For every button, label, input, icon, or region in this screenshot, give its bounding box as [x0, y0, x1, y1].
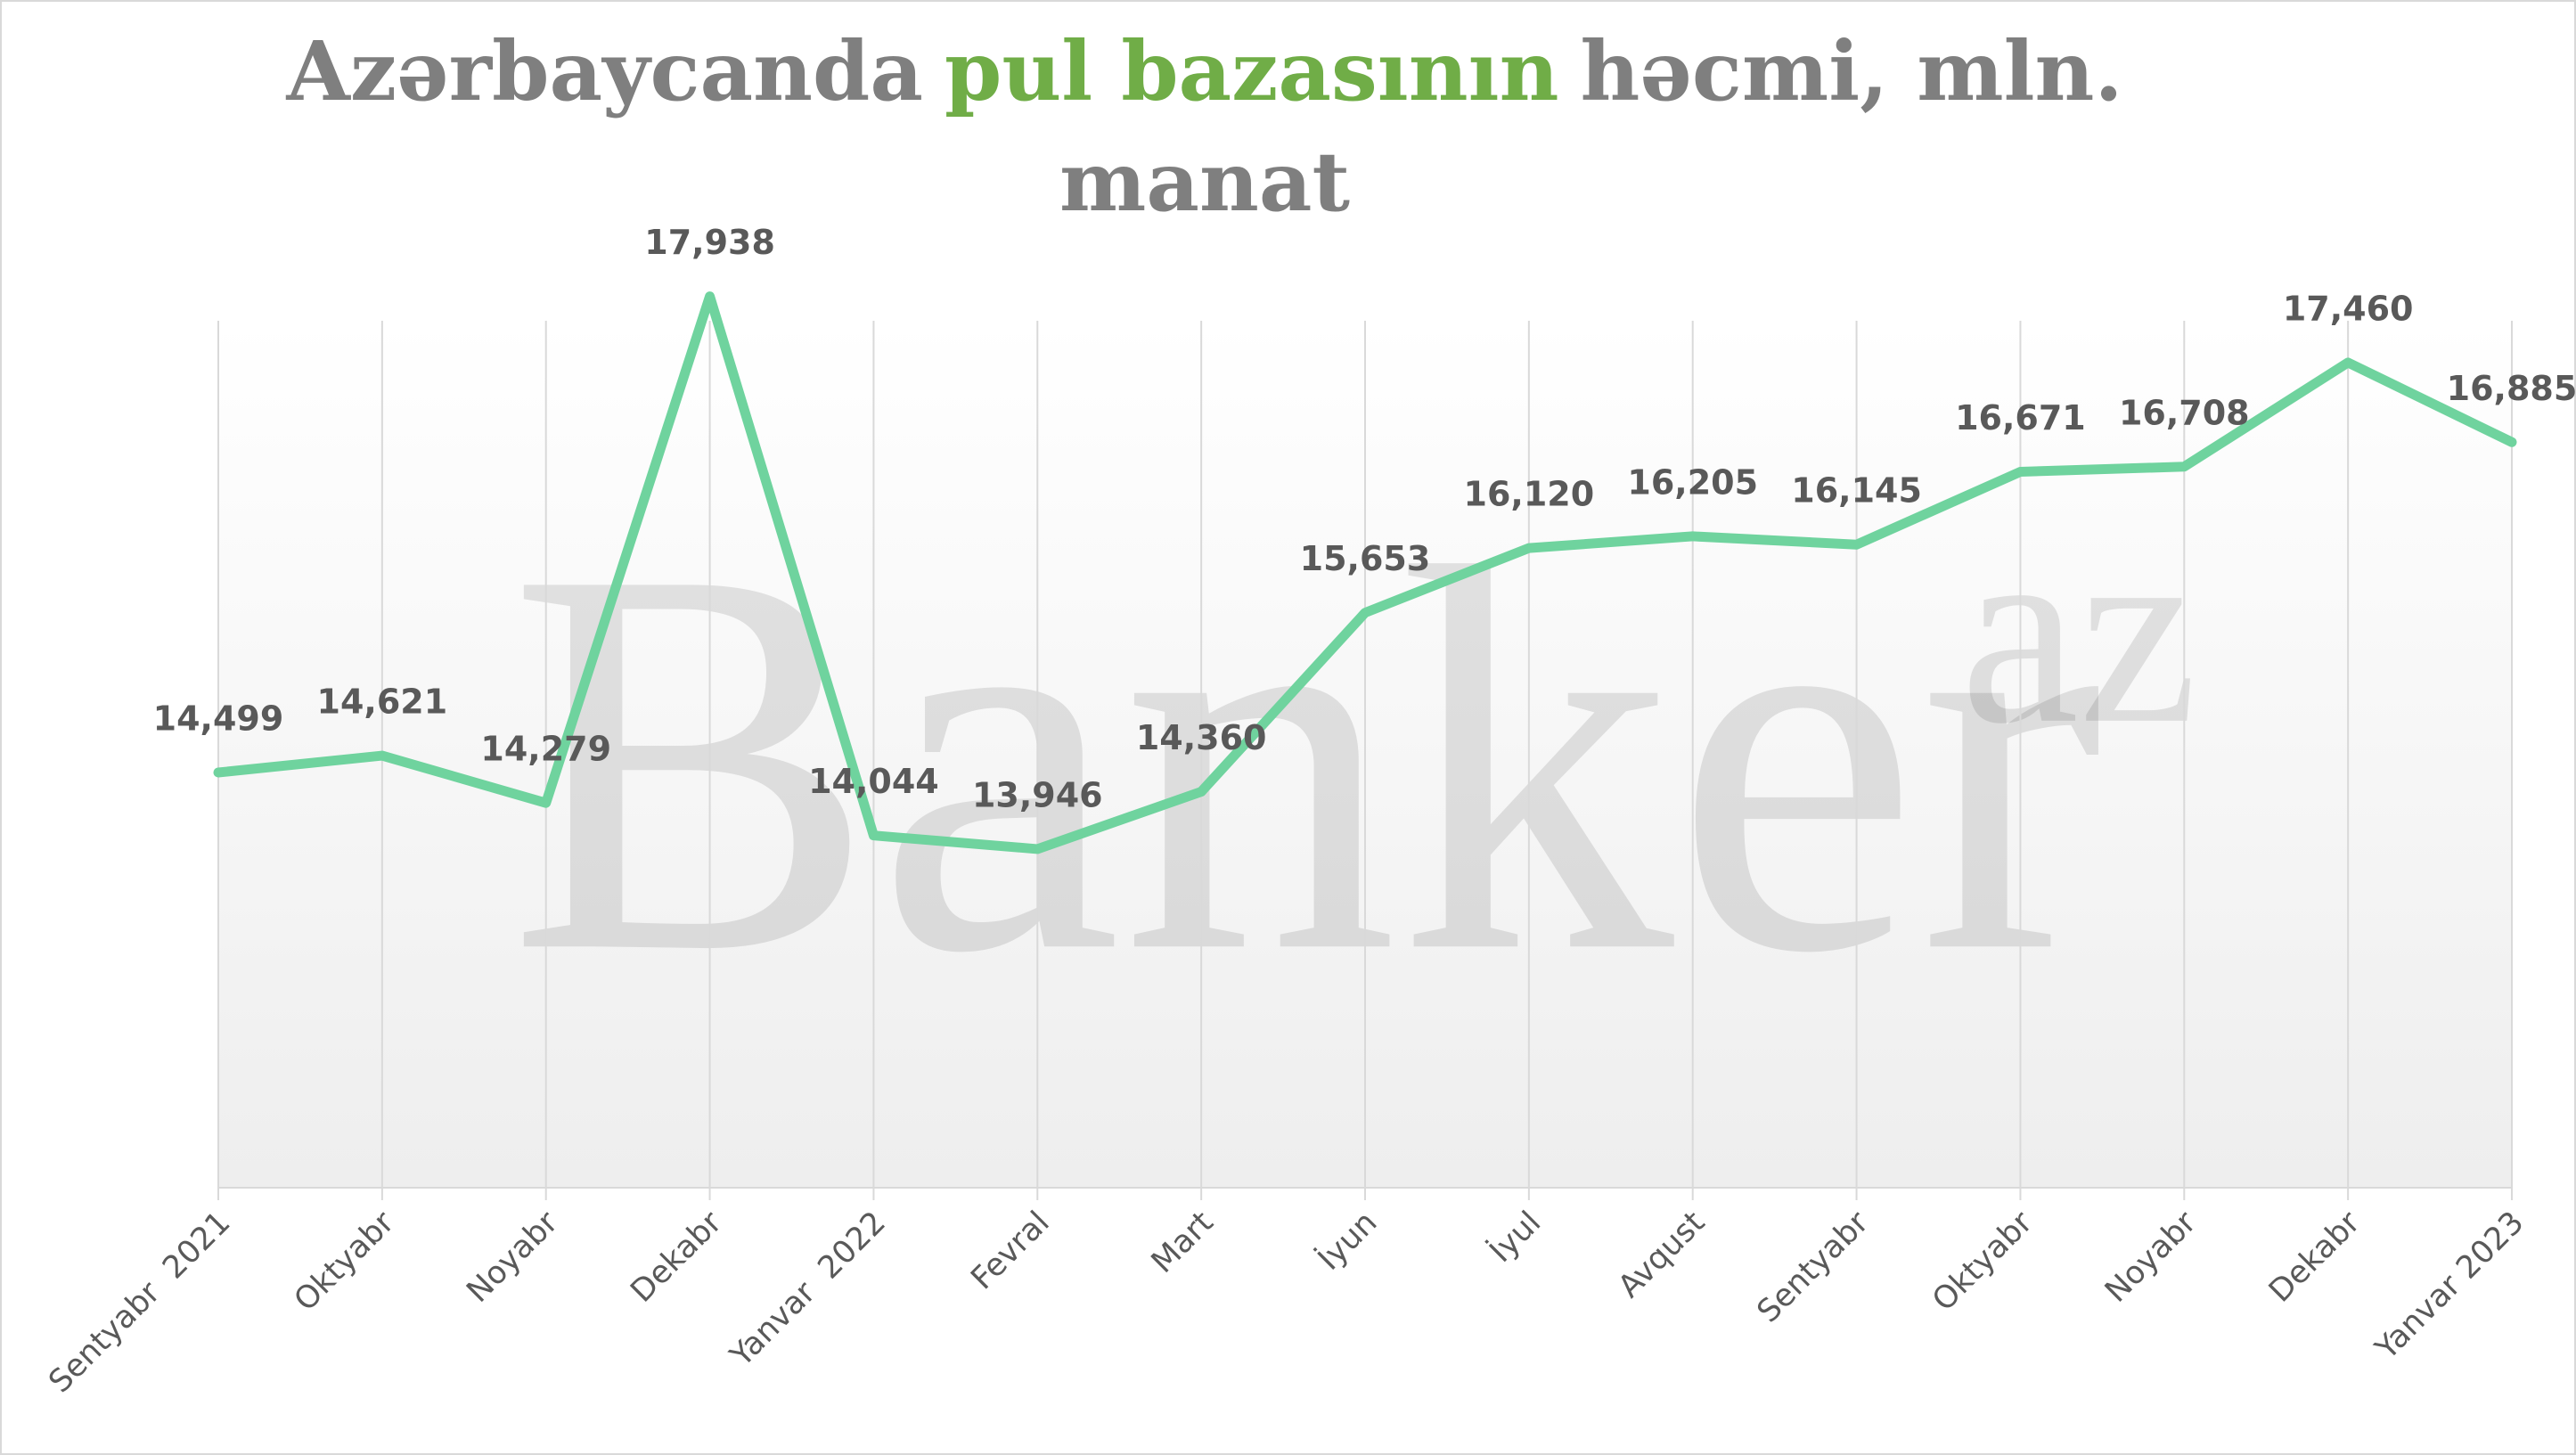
- x-tick-label: Sentyabr: [1751, 1205, 1877, 1330]
- data-label: 16,885: [2447, 369, 2576, 408]
- line: [213, 291, 2517, 854]
- x-tick-label: Fevral: [964, 1205, 1056, 1296]
- title-part: pul bazasının: [945, 23, 1559, 119]
- x-tick-label: İyun: [1310, 1204, 1384, 1278]
- x-tick-label: İyul: [1482, 1204, 1548, 1270]
- watermark: Banker: [508, 455, 2103, 1067]
- data-label: 16,205: [1627, 462, 1758, 502]
- data-label: 17,460: [2283, 289, 2414, 328]
- x-tick-label: Noyabr: [2098, 1205, 2204, 1310]
- x-tick-label: Noyabr: [461, 1205, 566, 1310]
- title-part: manat: [1059, 134, 1350, 230]
- x-tick-label: Dekabr: [624, 1205, 729, 1310]
- x-tick-label: Oktyabr: [1926, 1205, 2040, 1319]
- data-label: 14,499: [153, 699, 284, 739]
- data-label: 14,279: [480, 730, 611, 769]
- chart-title: Azərbaycanda pul bazasının həcmi, mln. mana…: [0, 16, 2409, 237]
- data-label: 14,621: [317, 683, 448, 722]
- data-label: 14,360: [1136, 718, 1267, 757]
- x-tick-label: Yanvar 2023: [2368, 1205, 2531, 1367]
- data-label: 17,938: [644, 223, 775, 262]
- x-tick-label: Yanvar 2022: [724, 1205, 893, 1374]
- x-tick-label: Oktyabr: [288, 1205, 402, 1319]
- x-tick-label: Dekabr: [2262, 1205, 2367, 1310]
- data-label: 16,708: [2119, 393, 2250, 432]
- data-label: 13,946: [972, 775, 1103, 814]
- x-tick-label: Sentyabr 2021: [42, 1205, 237, 1400]
- data-label: 14,044: [808, 762, 939, 801]
- title-part: həcmi, mln.: [1580, 23, 2123, 119]
- x-tick-label: Avqust: [1612, 1205, 1712, 1304]
- watermark-sup: az: [1960, 483, 2197, 779]
- data-label: 15,653: [1300, 539, 1431, 578]
- x-tick-label: Mart: [1145, 1205, 1221, 1280]
- data-label: 16,120: [1464, 475, 1595, 514]
- data-label: 16,671: [1955, 398, 2086, 437]
- data-label: 16,145: [1791, 471, 1922, 511]
- title-part: Azərbaycanda: [286, 23, 923, 119]
